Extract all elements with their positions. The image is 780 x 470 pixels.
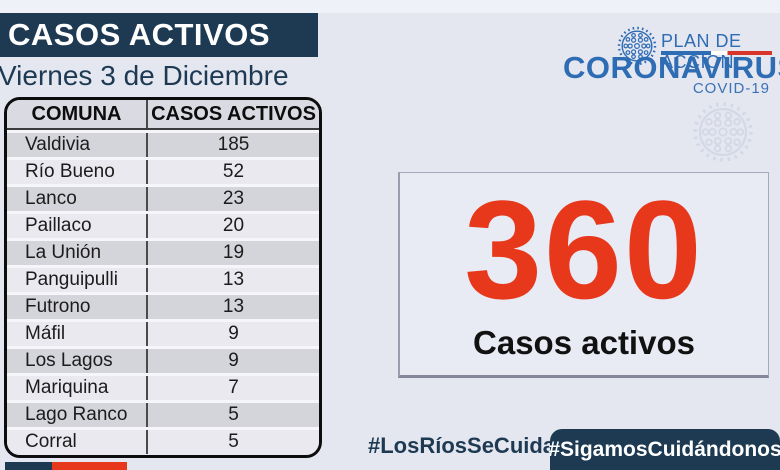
table-row: Lanco 23 — [7, 184, 319, 211]
virus-watermark-icon — [691, 101, 755, 168]
table-row: Corral 5 — [7, 427, 319, 454]
casos-cell: 20 — [222, 215, 245, 236]
table-row: Valdivia 185 — [7, 130, 319, 157]
comuna-cell: Los Lagos — [7, 349, 148, 373]
casos-cell: 7 — [228, 377, 239, 398]
coronavirus-logo-text: CORONAVIRUS — [563, 50, 780, 85]
hashtag-sigamos-cuidandonos-box: #SigamosCuidándonos — [548, 429, 780, 470]
comuna-cell: Máfil — [7, 322, 148, 346]
table-row: Paillaco 20 — [7, 211, 319, 238]
table-row: Máfil 9 — [7, 319, 319, 346]
total-cases-value: 360 — [464, 170, 704, 328]
flag-underline — [661, 51, 772, 55]
table-row: Mariquina 7 — [7, 373, 319, 400]
casos-cell: 23 — [222, 188, 245, 209]
total-cases-card: 360 Casos activos — [398, 172, 769, 378]
casos-cell: 9 — [228, 350, 239, 371]
column-header-casos: CASOS ACTIVOS — [151, 102, 316, 125]
casos-cell: 5 — [228, 404, 239, 425]
casos-cell: 9 — [228, 323, 239, 344]
casos-cell: 13 — [222, 269, 245, 290]
casos-cell: 19 — [222, 242, 245, 263]
virus-icon — [617, 26, 657, 71]
table-header-row: COMUNA CASOS ACTIVOS — [7, 100, 319, 130]
hashtag-los-rios-se-cuida: #LosRíosSeCuida — [368, 433, 556, 458]
hashtag-sigamos-cuidandonos: #SigamosCuidándonos — [548, 437, 780, 461]
casos-cell: 13 — [222, 296, 245, 317]
casos-cell: 5 — [228, 431, 239, 452]
page-title-banner: CASOS ACTIVOS — [0, 13, 318, 57]
cases-table: COMUNA CASOS ACTIVOS Valdivia 185 Río Bu… — [4, 97, 322, 458]
casos-cell: 185 — [217, 134, 250, 155]
government-logo-bar — [5, 462, 127, 470]
comuna-cell: Valdivia — [7, 133, 148, 157]
plan-de-accion-label: PLAN DE ACCIÓN — [661, 31, 742, 72]
total-cases-label: Casos activos — [473, 324, 695, 362]
gov-bar-navy-segment — [5, 462, 52, 470]
gov-bar-red-segment — [52, 462, 127, 470]
top-strip — [0, 0, 780, 13]
table-row: Río Bueno 52 — [7, 157, 319, 184]
comuna-cell: Futrono — [7, 295, 148, 319]
page-title: CASOS ACTIVOS — [8, 17, 270, 52]
table-row: La Unión 19 — [7, 238, 319, 265]
comuna-cell: Paillaco — [7, 214, 148, 238]
comuna-cell: Lanco — [7, 187, 148, 211]
table-row: Lago Ranco 5 — [7, 400, 319, 427]
table-row: Panguipulli 13 — [7, 265, 319, 292]
comuna-cell: Río Bueno — [7, 160, 148, 184]
comuna-cell: Lago Ranco — [7, 403, 148, 427]
covid19-label: COVID-19 — [692, 80, 770, 97]
comuna-cell: La Unión — [7, 241, 148, 265]
comuna-cell: Corral — [7, 430, 148, 454]
casos-cell: 52 — [222, 161, 245, 182]
date-label: Viernes 3 de Diciembre — [0, 60, 289, 91]
table-row: Los Lagos 9 — [7, 346, 319, 373]
table-row: Futrono 13 — [7, 292, 319, 319]
comuna-cell: Panguipulli — [7, 268, 148, 292]
comuna-cell: Mariquina — [7, 376, 148, 400]
column-header-comuna: COMUNA — [7, 100, 148, 128]
